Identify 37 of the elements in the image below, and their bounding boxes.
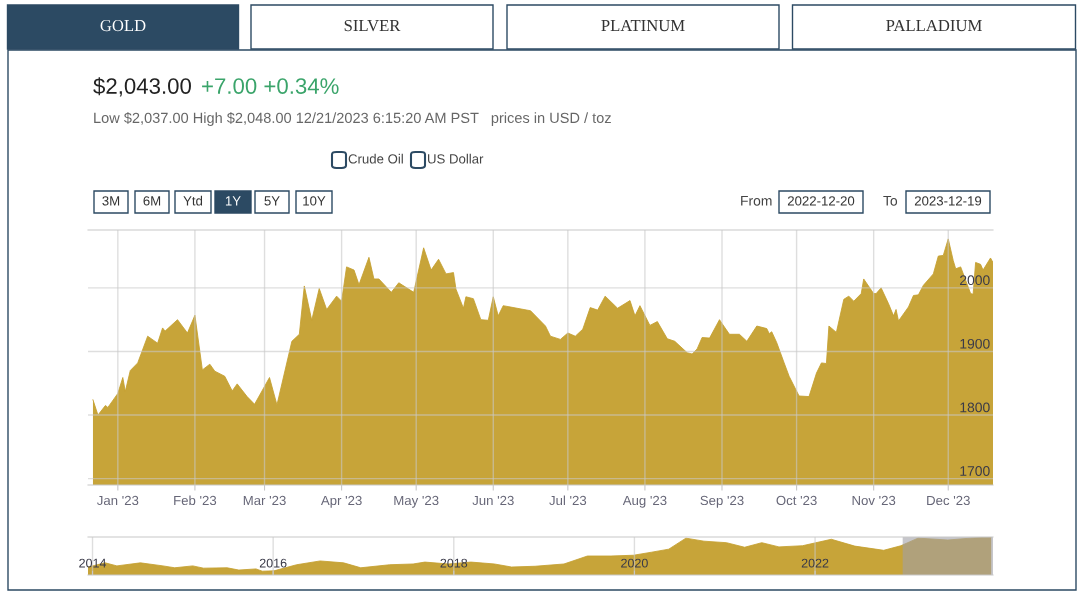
text: 3M (102, 196, 120, 206)
x-tick-label: Dec '23 (927, 495, 970, 506)
x-tick-label: Aug '23 (622, 495, 667, 508)
x-tick-label: Jun '23 (472, 495, 514, 506)
x-tick-label: Jul '23 (549, 495, 587, 506)
x-tick-label: Sep '23 (700, 495, 744, 508)
text: PLATINUM (601, 20, 685, 32)
text: 5Y (264, 196, 280, 206)
x-tick-label: 2022 (801, 558, 829, 568)
x-tick-label: 2016 (259, 558, 287, 568)
chart-subtitle: +7.00 +0.34% (202, 78, 339, 94)
y-tick-label: 1700 (960, 466, 990, 476)
text: US Dollar (428, 153, 484, 164)
x-tick-label: Feb '23 (174, 495, 217, 506)
text: GOLD (100, 19, 146, 32)
text: PALLADIUM (886, 20, 982, 32)
y-tick-label: 1900 (960, 338, 990, 349)
text: To (883, 196, 898, 206)
text: Low $2,037.00 High $2,048.00 12/21/2023 6:15:20 AM PST prices in USD / toz (94, 112, 611, 126)
x-tick-label: Oct '23 (776, 495, 817, 506)
text: 1Y (225, 196, 241, 206)
text: 2022-12-20 (787, 196, 855, 206)
x-tick-label: Mar '23 (243, 495, 286, 506)
text: 10Y (303, 196, 326, 206)
x-tick-label: May '23 (394, 495, 439, 508)
x-tick-label: Jan '23 (96, 495, 139, 506)
x-tick-label: Apr '23 (320, 495, 362, 508)
text: Ytd (183, 195, 203, 206)
y-tick-label: 1800 (960, 402, 990, 413)
x-tick-label: 2014 (79, 558, 107, 568)
text: 6M (143, 196, 161, 206)
text: SILVER (344, 19, 401, 32)
text: 2023-12-19 (914, 196, 982, 206)
x-tick-label: Nov '23 (852, 495, 896, 506)
text: From (741, 196, 772, 206)
text: Crude Oil (348, 153, 403, 164)
chart-title: $2,043.00 (93, 77, 191, 97)
